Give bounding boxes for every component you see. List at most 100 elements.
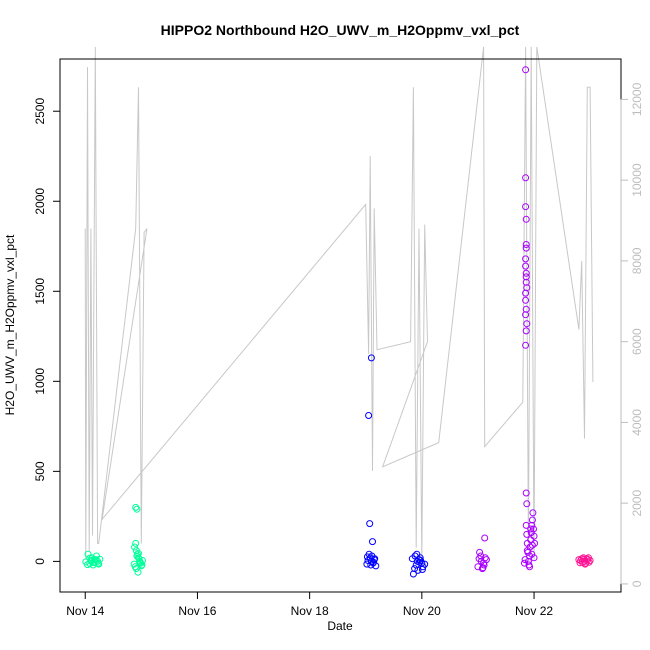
data-point <box>475 555 483 563</box>
data-point <box>417 557 425 564</box>
y2-tick-label: 10000 <box>630 163 644 197</box>
data-point <box>479 564 487 572</box>
data-point <box>576 559 584 567</box>
data-point <box>522 327 530 335</box>
y-tick-label: 2500 <box>33 98 47 125</box>
data-point <box>581 560 589 568</box>
data-point <box>531 539 539 547</box>
data-point <box>522 241 530 248</box>
data-point <box>522 489 530 497</box>
x-tick-label: Nov 14 <box>66 604 104 618</box>
data-point <box>132 539 140 547</box>
data-point <box>416 558 424 566</box>
x-axis: Nov 14 Nov 16 Nov 18 Nov 20 Nov 22 <box>66 591 553 618</box>
y2-tick-label: 0 <box>630 580 644 587</box>
y2-tick-label: 4000 <box>630 409 644 436</box>
data-point <box>522 305 530 313</box>
data-points-layer <box>82 66 594 578</box>
data-point <box>413 550 421 558</box>
data-point <box>521 559 528 567</box>
data-point <box>522 255 530 263</box>
y-tick-label: 500 <box>33 461 47 481</box>
x-axis-label: Date <box>327 619 353 633</box>
data-point <box>363 553 371 561</box>
y-axis: 0 500 1000 1500 2000 2500 <box>33 98 61 565</box>
data-point <box>530 525 537 533</box>
data-point <box>96 555 104 563</box>
data-point <box>522 311 530 319</box>
secondary-line-layer <box>84 46 594 560</box>
data-point <box>522 278 530 286</box>
data-point <box>522 244 530 252</box>
data-point <box>522 273 530 281</box>
data-point <box>84 550 92 558</box>
y2-tick-label: 2000 <box>630 490 644 517</box>
y2-axis: 0 2000 4000 6000 8000 10000 12000 <box>620 82 644 587</box>
x-tick-label: Nov 16 <box>178 604 216 618</box>
data-point <box>133 505 141 513</box>
data-point <box>87 557 95 565</box>
data-point <box>580 555 588 563</box>
data-point <box>408 555 416 563</box>
data-point <box>528 521 536 529</box>
data-point <box>365 412 373 419</box>
y-tick-label: 1000 <box>33 368 47 395</box>
data-point <box>418 566 426 573</box>
data-point <box>530 532 538 540</box>
data-point <box>132 565 140 573</box>
data-point <box>522 289 530 297</box>
y-axis-label: H2O_UWV_m_H2Oppmv_vxl_pct <box>3 234 17 415</box>
data-point <box>135 549 142 557</box>
chart-title: HIPPO2 Northbound H2O_UWV_m_H2Oppmv_vxl_… <box>161 22 520 38</box>
data-point <box>585 554 592 562</box>
data-point <box>88 554 96 562</box>
data-point <box>132 503 140 511</box>
data-point <box>528 541 536 549</box>
data-point <box>523 320 531 328</box>
y-tick-label: 2000 <box>33 188 47 215</box>
data-point <box>370 558 378 566</box>
x-tick-label: Nov 20 <box>403 604 441 618</box>
data-point <box>528 516 536 524</box>
data-point <box>369 538 376 546</box>
y2-tick-label: 6000 <box>630 328 644 355</box>
data-point <box>522 341 530 349</box>
data-point <box>371 555 379 563</box>
data-point <box>522 269 530 277</box>
data-point <box>522 215 530 223</box>
y-tick-label: 0 <box>33 558 47 565</box>
data-point <box>92 556 100 564</box>
data-point <box>522 296 530 304</box>
data-point <box>585 558 593 566</box>
data-point <box>523 530 531 538</box>
x-tick-label: Nov 18 <box>291 604 329 618</box>
data-point <box>522 66 530 74</box>
data-point <box>136 558 144 566</box>
data-point <box>414 566 422 574</box>
x-tick-label: Nov 22 <box>515 604 553 618</box>
data-point <box>366 520 374 528</box>
data-point <box>523 500 531 508</box>
data-point <box>526 563 534 571</box>
y2-tick-label: 12000 <box>630 82 644 116</box>
secondary-series-line <box>84 46 594 560</box>
data-point <box>411 565 419 573</box>
data-point <box>530 554 538 562</box>
data-point <box>528 550 536 558</box>
data-point <box>522 174 530 182</box>
data-point <box>529 509 537 517</box>
data-point <box>522 262 530 270</box>
data-point <box>522 203 530 211</box>
data-point <box>521 556 529 564</box>
data-point <box>367 354 375 362</box>
y2-tick-label: 8000 <box>630 247 644 274</box>
data-point <box>131 543 139 551</box>
data-point <box>527 525 535 533</box>
data-point <box>84 561 91 569</box>
y-tick-label: 1500 <box>33 278 47 305</box>
data-point <box>372 562 380 570</box>
data-point <box>94 559 102 567</box>
data-point <box>523 547 531 555</box>
